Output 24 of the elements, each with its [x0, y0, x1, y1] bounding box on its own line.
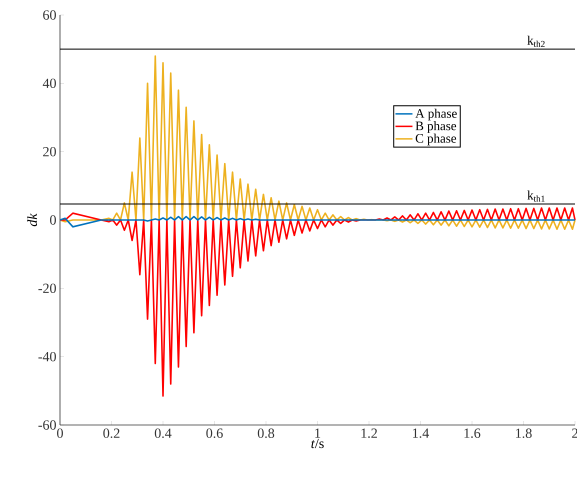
y-tick-label: 20	[43, 146, 56, 156]
y-tick-label: 60	[43, 10, 56, 20]
ref-line-label: k$_{th1}$	[527, 190, 545, 202]
legend-label: B phase	[416, 121, 456, 133]
x-tick-label: 1.4	[413, 428, 430, 438]
x-tick-label: 1.6	[464, 428, 480, 438]
x-tick-label: 0.4	[154, 428, 172, 438]
x-tick-label: 1	[315, 428, 320, 438]
legend-label: C phase	[416, 134, 456, 146]
x-tick-label: 0.8	[258, 428, 274, 438]
ref-line-label: k$_{th2}$	[527, 36, 545, 47]
y-tick-label: 40	[42, 78, 56, 88]
y-tick-label: -20	[38, 284, 56, 294]
y-axis-title: dk	[27, 213, 38, 226]
x-tick-label: 1.2	[362, 428, 377, 438]
legend-label: A phase	[415, 108, 457, 120]
y-tick-label: -60	[38, 420, 56, 430]
x-tick-label: 1.8	[516, 428, 532, 438]
x-tick-label: 0	[57, 428, 63, 438]
x-tick-label: 0.2	[103, 428, 120, 438]
y-tick-label: 0	[50, 215, 56, 225]
x-tick-label: 0.6	[206, 428, 223, 438]
y-tick-label: -40	[38, 352, 56, 362]
x-axis-title: t/s	[311, 438, 324, 448]
